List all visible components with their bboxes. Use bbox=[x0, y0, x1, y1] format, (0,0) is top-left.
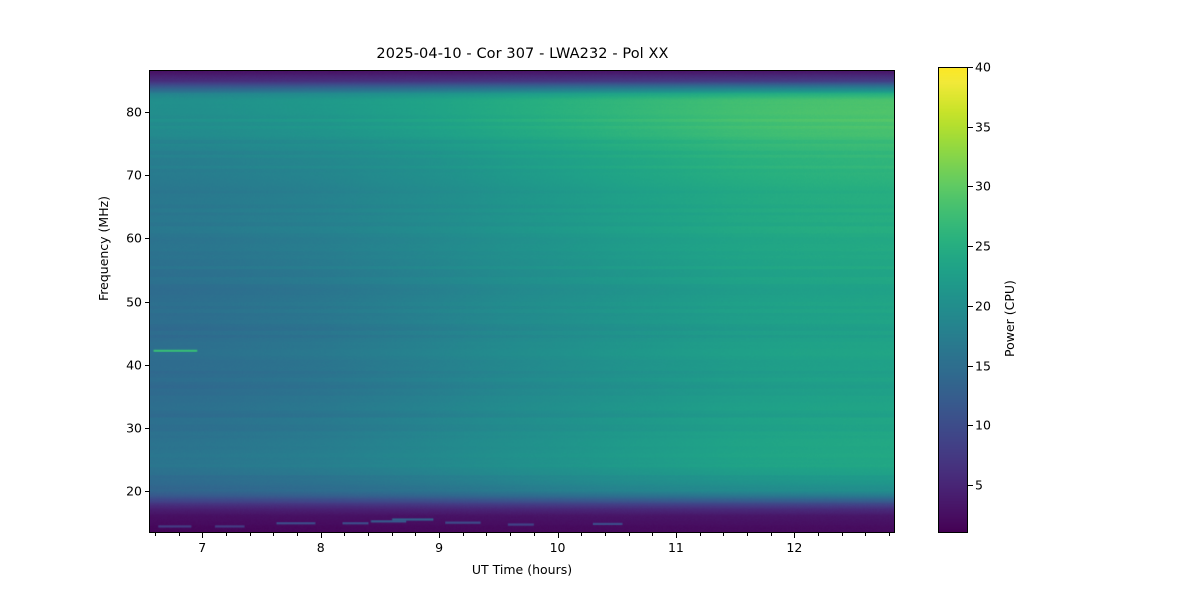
x-axis-minor-tick bbox=[462, 533, 464, 536]
colorbar-tick bbox=[968, 246, 973, 248]
y-axis-tick-label: 80 bbox=[126, 104, 142, 120]
y-axis-tick bbox=[144, 238, 149, 240]
x-axis-tick-label: 11 bbox=[667, 540, 684, 555]
x-axis-minor-tick bbox=[178, 533, 180, 536]
x-axis-minor-tick bbox=[581, 533, 583, 536]
colorbar-tick-label: 5 bbox=[975, 477, 983, 493]
y-axis-tick-label: 30 bbox=[126, 420, 142, 436]
colorbar-tick bbox=[968, 365, 973, 367]
colorbar-label: Power (CPU) bbox=[1002, 280, 1017, 357]
x-axis-tick-label: 12 bbox=[786, 540, 803, 555]
colorbar-tick bbox=[968, 67, 973, 68]
spectrogram-axes bbox=[149, 70, 895, 533]
x-axis-minor-tick bbox=[533, 533, 535, 536]
colorbar-tick-label: 10 bbox=[975, 417, 991, 433]
x-axis-tick-label: 9 bbox=[435, 540, 444, 555]
x-axis-minor-tick bbox=[510, 533, 512, 536]
x-axis-tick bbox=[202, 533, 204, 538]
colorbar-gradient bbox=[939, 68, 967, 532]
colorbar-tick bbox=[968, 186, 973, 188]
y-axis-tick-label: 50 bbox=[126, 294, 142, 309]
y-axis-tick bbox=[144, 364, 149, 366]
x-axis-minor-tick bbox=[770, 533, 772, 536]
x-axis-minor-tick bbox=[154, 533, 156, 536]
colorbar-tick bbox=[968, 425, 973, 427]
x-axis-tick-label: 7 bbox=[198, 540, 207, 555]
x-axis-minor-tick bbox=[368, 533, 370, 536]
x-axis-minor-tick bbox=[225, 533, 227, 536]
axis-tick-layer: 20 30 40 50 60 70 80 7 8 9 10 11 12 bbox=[126, 70, 895, 555]
x-axis-minor-tick bbox=[723, 533, 725, 536]
x-axis-tick bbox=[794, 533, 796, 538]
x-axis-minor-tick bbox=[415, 533, 417, 536]
x-axis-minor-tick bbox=[746, 533, 748, 536]
colorbar-tick-label: 35 bbox=[975, 119, 991, 135]
x-axis-minor-tick bbox=[604, 533, 606, 536]
colorbar bbox=[938, 67, 968, 533]
x-axis-minor-tick bbox=[344, 533, 346, 536]
x-axis-tick-label: 10 bbox=[549, 540, 566, 555]
x-axis-tick-label: 8 bbox=[316, 540, 325, 555]
colorbar-tick-layer: 5 10 15 20 25 30 35 40 bbox=[938, 60, 991, 533]
colorbar-tick bbox=[968, 305, 973, 307]
y-axis-tick bbox=[144, 301, 149, 303]
x-axis-minor-tick bbox=[628, 533, 630, 536]
x-axis-label: UT Time (hours) bbox=[471, 562, 573, 577]
y-axis-tick-label: 60 bbox=[126, 230, 142, 246]
colorbar-tick-label: 25 bbox=[975, 238, 991, 254]
x-axis-minor-tick bbox=[486, 533, 488, 536]
y-axis-label: Frequency (MHz) bbox=[96, 195, 111, 301]
y-axis-tick-label: 20 bbox=[126, 483, 142, 499]
y-axis-tick bbox=[144, 428, 149, 429]
x-axis-minor-tick bbox=[865, 533, 867, 536]
y-axis-tick bbox=[144, 491, 149, 493]
colorbar-tick-label: 40 bbox=[975, 59, 991, 75]
x-axis-minor-tick bbox=[841, 533, 843, 536]
y-axis-tick-label: 40 bbox=[126, 357, 142, 373]
x-axis-minor-tick bbox=[652, 533, 654, 536]
x-axis-minor-tick bbox=[818, 533, 820, 536]
x-axis-minor-tick bbox=[391, 533, 393, 536]
x-axis-tick bbox=[557, 533, 559, 538]
colorbar-tick bbox=[968, 485, 973, 487]
colorbar-tick bbox=[968, 126, 973, 128]
colorbar-tick-label: 15 bbox=[975, 358, 991, 374]
x-axis-minor-tick bbox=[297, 533, 299, 536]
x-axis-minor-tick bbox=[249, 533, 251, 536]
y-axis-tick bbox=[144, 174, 149, 176]
y-axis-tick-label: 70 bbox=[126, 167, 142, 183]
x-axis-minor-tick bbox=[273, 533, 275, 536]
spectrogram-image bbox=[150, 71, 894, 532]
figure-title: 2025-04-10 - Cor 307 - LWA232 - Pol XX bbox=[376, 46, 669, 62]
x-axis-tick bbox=[320, 533, 322, 538]
x-axis-tick bbox=[439, 533, 441, 538]
x-axis-tick bbox=[675, 533, 677, 538]
x-axis-minor-tick bbox=[699, 533, 701, 536]
colorbar-tick-label: 30 bbox=[975, 178, 991, 194]
y-axis-tick bbox=[144, 111, 149, 113]
colorbar-tick-label: 20 bbox=[975, 298, 991, 314]
x-axis-minor-tick bbox=[889, 533, 891, 536]
